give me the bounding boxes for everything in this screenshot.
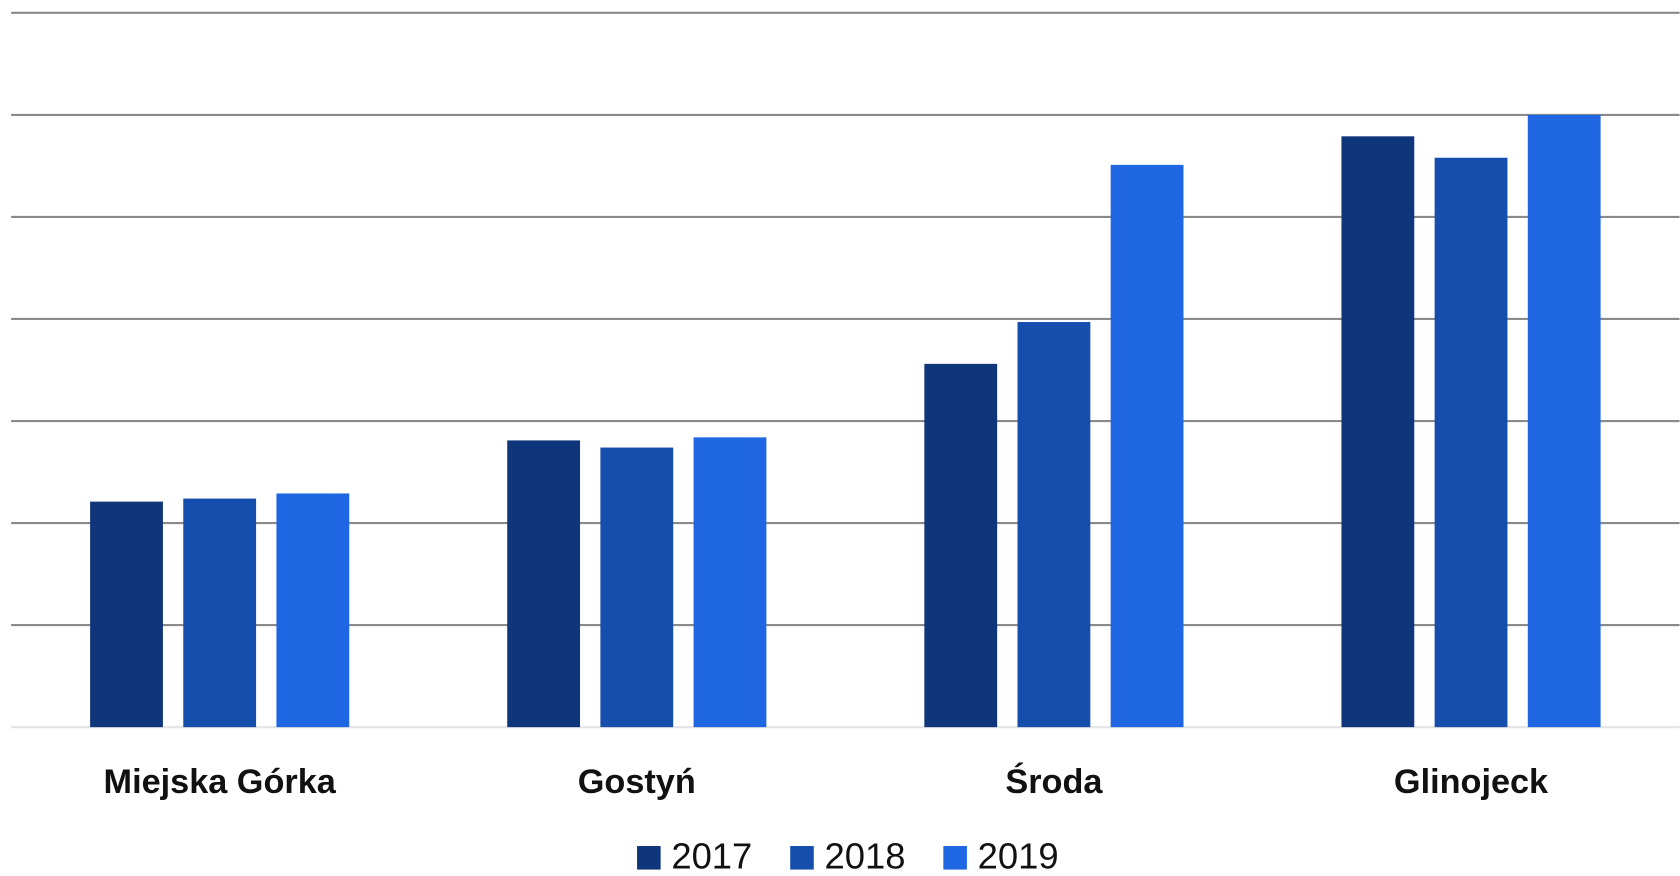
bar xyxy=(693,437,767,728)
bar xyxy=(276,493,350,728)
bar xyxy=(1341,136,1415,728)
legend-label: 2018 xyxy=(824,835,905,876)
bar xyxy=(600,447,674,728)
bar xyxy=(1527,114,1601,728)
x-tick-label: Glinojeck xyxy=(1394,763,1549,801)
bar xyxy=(183,498,257,728)
legend-label: 2017 xyxy=(671,835,752,876)
bar xyxy=(1110,164,1184,728)
legend-swatch xyxy=(637,846,661,870)
x-tick-label: Gostyń xyxy=(578,763,696,801)
bar xyxy=(1017,322,1091,728)
x-tick-label: Miejska Górka xyxy=(104,763,337,801)
bar xyxy=(924,363,998,728)
legend-label: 2019 xyxy=(978,835,1059,876)
bar xyxy=(90,501,163,728)
bar xyxy=(1434,157,1508,728)
bar xyxy=(507,440,581,728)
x-tick-label: Środa xyxy=(1005,761,1103,801)
legend-swatch xyxy=(790,846,814,870)
legend-swatch xyxy=(943,846,967,870)
